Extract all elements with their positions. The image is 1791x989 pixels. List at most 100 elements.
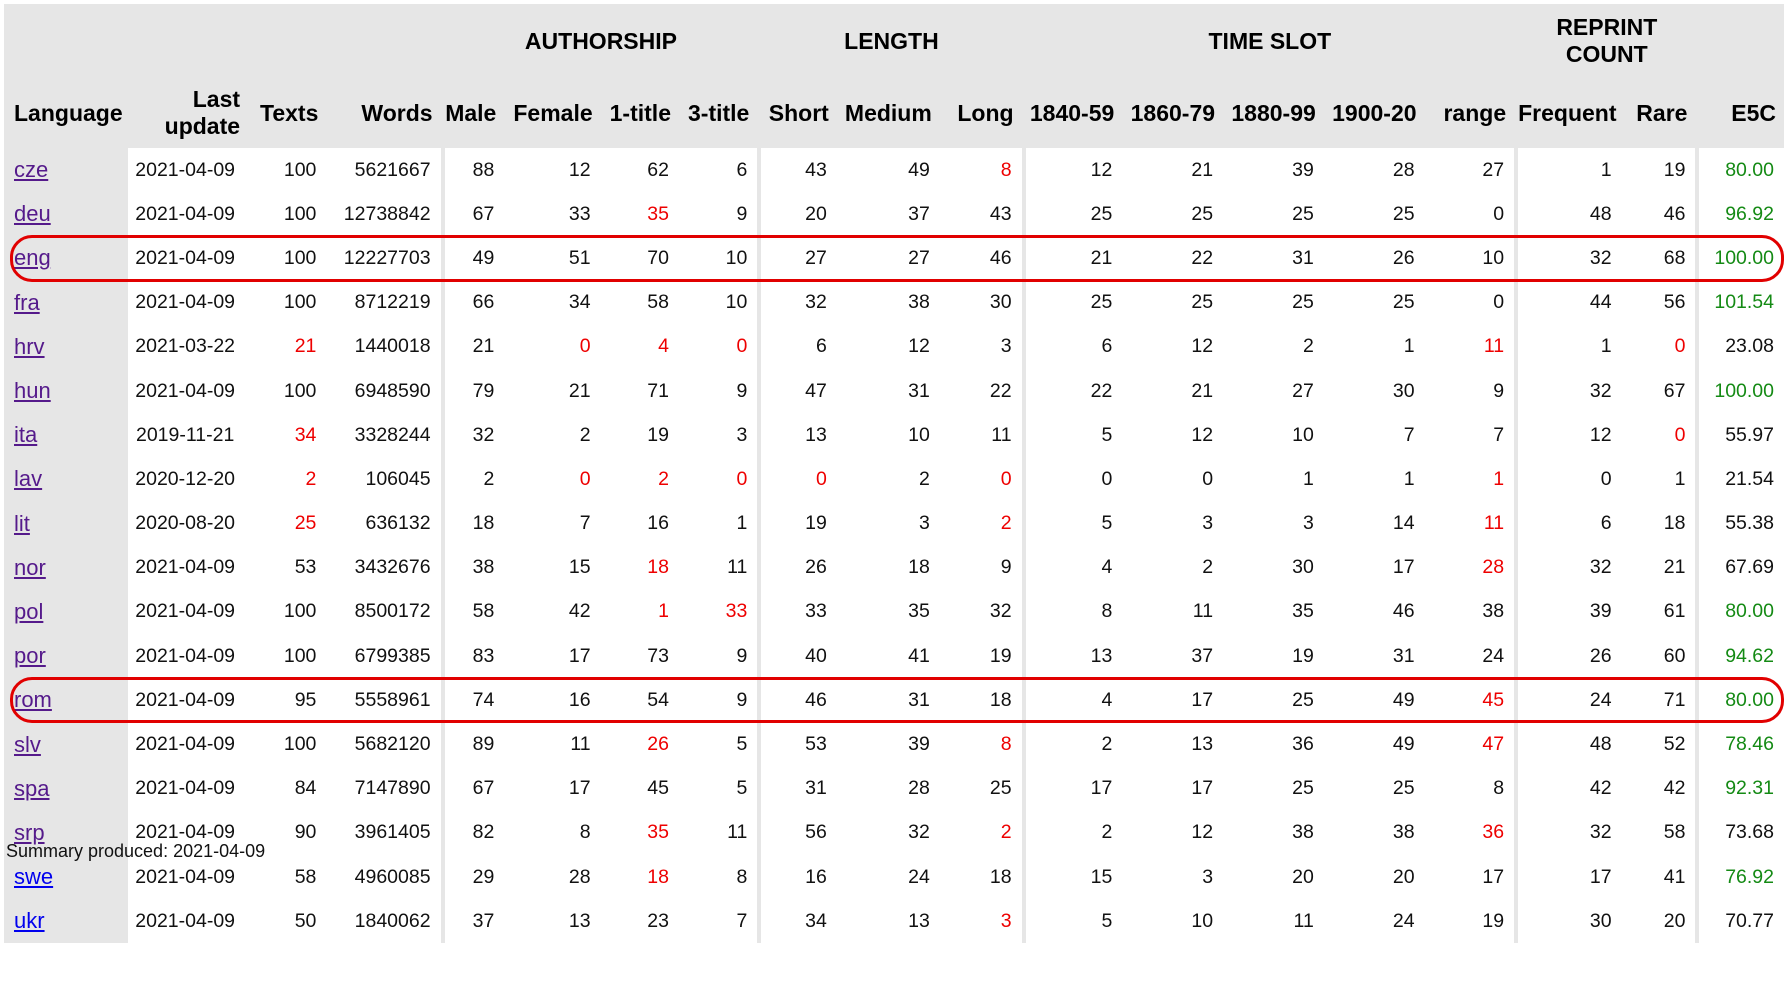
cell-freq: 42 (1514, 766, 1622, 811)
language-link-nor[interactable]: nor (14, 554, 46, 580)
language-link-fra[interactable]: fra (14, 289, 40, 315)
cell-s3: 36 (1223, 722, 1324, 767)
cell-medium: 24 (836, 855, 940, 900)
column-header-last-update: Last update (128, 78, 249, 148)
language-link-pol[interactable]: pol (14, 598, 44, 624)
group-header-time-slot: TIME SLOT (1021, 4, 1515, 78)
cell-medium: 35 (836, 589, 940, 635)
language-link-rom[interactable]: rom (14, 687, 52, 713)
cell-s3: 25 (1223, 678, 1324, 723)
cell-range: 0 (1424, 280, 1515, 325)
language-cell: nor (4, 545, 129, 590)
cell-range: 47 (1424, 722, 1515, 767)
language-link-hun[interactable]: hun (14, 378, 51, 404)
cell-long: 43 (939, 192, 1022, 237)
cell-s3: 39 (1223, 148, 1324, 193)
cell-s3: 25 (1223, 192, 1324, 237)
cell-female: 42 (504, 589, 601, 635)
cell-s2: 12 (1122, 413, 1224, 458)
cell-range: 17 (1424, 855, 1515, 900)
cell-medium: 18 (836, 545, 940, 590)
group-header-length: LENGTH (757, 4, 1022, 78)
cell-s2: 21 (1122, 148, 1224, 193)
cell-rare: 68 (1621, 236, 1696, 281)
cell-s1: 2 (1021, 722, 1123, 767)
cell-medium: 37 (836, 192, 940, 237)
language-link-ita[interactable]: ita (14, 422, 38, 448)
cell-s1: 13 (1021, 634, 1123, 679)
language-link-por[interactable]: por (14, 643, 46, 669)
cell-words: 8712219 (326, 280, 441, 325)
language-link-cze[interactable]: cze (14, 157, 49, 183)
cell-male: 37 (440, 899, 505, 944)
language-link-slv[interactable]: slv (14, 731, 41, 757)
column-header-1880-99: 1880-99 (1223, 78, 1324, 148)
cell-female: 17 (504, 766, 601, 811)
cell-texts: 2 (248, 457, 327, 502)
language-link-hrv[interactable]: hrv (14, 333, 45, 359)
cell-rare: 58 (1621, 810, 1696, 855)
cell-texts: 100 (248, 280, 327, 325)
cell-t3: 7 (678, 899, 758, 944)
language-cell: slv (4, 722, 129, 767)
cell-s4: 25 (1323, 192, 1425, 237)
cell-update: 2021-04-09 (128, 766, 249, 811)
cell-s4: 14 (1323, 501, 1425, 546)
cell-s2: 10 (1122, 899, 1224, 944)
language-link-lav[interactable]: lav (14, 466, 43, 492)
cell-short: 32 (757, 280, 837, 325)
cell-long: 32 (939, 589, 1022, 635)
language-cell: pol (4, 589, 129, 635)
cell-long: 2 (939, 501, 1022, 546)
language-link-lit[interactable]: lit (14, 510, 30, 536)
cell-t3: 5 (678, 766, 758, 811)
cell-s3: 25 (1223, 766, 1324, 811)
column-header-texts: Texts (248, 78, 327, 148)
cell-range: 27 (1424, 148, 1515, 193)
group-header-authorship: AUTHORSHIP (440, 4, 758, 78)
cell-words: 8500172 (326, 589, 441, 635)
cell-medium: 2 (836, 457, 940, 502)
cell-freq: 6 (1514, 501, 1622, 546)
language-link-srp[interactable]: srp (14, 819, 45, 845)
language-link-ukr[interactable]: ukr (14, 908, 45, 934)
language-cell: deu (4, 192, 129, 237)
cell-medium: 12 (836, 324, 940, 369)
cell-t3: 9 (678, 678, 758, 723)
cell-range: 24 (1424, 634, 1515, 679)
cell-medium: 27 (836, 236, 940, 281)
language-link-eng[interactable]: eng (14, 245, 51, 271)
cell-short: 6 (757, 324, 837, 369)
table-row-hrv: hrv 2021-03-22 21 1440018 21 0 4 0 6 12 3 6 12 2 1 11 1 0… (4, 324, 1784, 369)
cell-male: 88 (440, 148, 505, 193)
language-link-deu[interactable]: deu (14, 201, 51, 227)
cell-e5c: 100.00 (1695, 236, 1784, 281)
cell-e5c: 78.46 (1695, 722, 1784, 767)
cell-t3: 8 (678, 855, 758, 900)
cell-long: 19 (939, 634, 1022, 679)
table-row-srp: srp 2021-04-09 90 3961405 82 8 35 11 56 32 2 2 12 38 3… (4, 810, 1784, 855)
cell-medium: 31 (836, 368, 940, 414)
language-cell: hun (4, 368, 129, 414)
cell-update: 2020-12-20 (128, 457, 249, 502)
column-header-row: Language Last update Texts Words Male Fe… (4, 78, 1784, 148)
table-row-pol: pol 2021-04-09 100 8500172 58 42 1 33 33 35 32 8 11 3… (4, 589, 1784, 635)
language-link-spa[interactable]: spa (14, 775, 50, 801)
cell-texts: 58 (248, 855, 327, 900)
cell-t1: 35 (600, 192, 679, 237)
summary-table-container: AUTHORSHIP LENGTH TIME SLOT REPRINT COUN… (4, 4, 1784, 944)
cell-long: 30 (939, 280, 1022, 325)
cell-update: 2021-04-09 (128, 855, 249, 900)
cell-s2: 17 (1122, 766, 1224, 811)
cell-female: 15 (504, 545, 601, 590)
language-link-swe[interactable]: swe (14, 864, 54, 890)
cell-e5c: 23.08 (1695, 324, 1784, 369)
cell-t3: 9 (678, 634, 758, 679)
cell-words: 12738842 (326, 192, 441, 237)
column-header-e5c: E5C (1695, 78, 1784, 148)
cell-t1: 70 (600, 236, 679, 281)
column-header-range: range (1424, 78, 1515, 148)
cell-s2: 22 (1122, 236, 1224, 281)
column-header-rare: Rare (1621, 78, 1696, 148)
cell-words: 5621667 (326, 148, 441, 193)
